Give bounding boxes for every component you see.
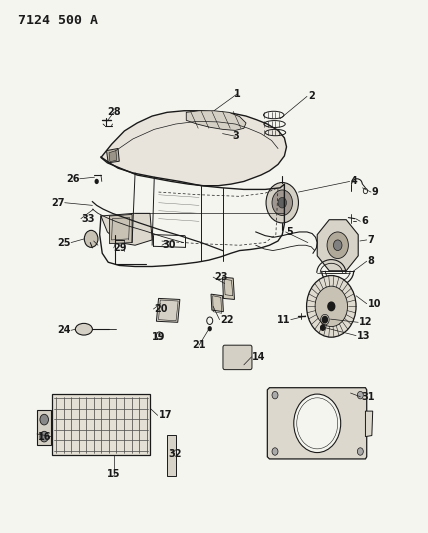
Circle shape bbox=[95, 179, 99, 184]
Text: 5: 5 bbox=[286, 227, 293, 237]
Polygon shape bbox=[317, 220, 358, 271]
Polygon shape bbox=[366, 411, 373, 437]
Text: 1: 1 bbox=[234, 88, 241, 99]
Circle shape bbox=[357, 448, 363, 455]
Text: 19: 19 bbox=[152, 332, 165, 342]
Circle shape bbox=[327, 232, 348, 259]
Text: 6: 6 bbox=[361, 216, 368, 227]
Circle shape bbox=[278, 197, 286, 208]
Text: 25: 25 bbox=[58, 238, 71, 247]
Circle shape bbox=[208, 326, 212, 332]
Text: 28: 28 bbox=[107, 107, 121, 117]
Polygon shape bbox=[107, 149, 119, 163]
Text: 15: 15 bbox=[107, 469, 121, 479]
Circle shape bbox=[294, 394, 341, 453]
Bar bbox=[37, 410, 51, 445]
Circle shape bbox=[272, 190, 292, 215]
Ellipse shape bbox=[75, 324, 92, 335]
Text: 4: 4 bbox=[351, 176, 357, 187]
Text: 27: 27 bbox=[51, 198, 65, 208]
Text: 2: 2 bbox=[308, 91, 315, 101]
Text: 24: 24 bbox=[58, 325, 71, 335]
Polygon shape bbox=[211, 294, 223, 312]
Circle shape bbox=[272, 448, 278, 455]
Polygon shape bbox=[156, 298, 180, 322]
Text: 22: 22 bbox=[220, 314, 234, 325]
Circle shape bbox=[322, 317, 327, 323]
Polygon shape bbox=[223, 277, 235, 300]
Text: 7124 500 A: 7124 500 A bbox=[18, 14, 98, 27]
Circle shape bbox=[357, 391, 363, 399]
Text: 23: 23 bbox=[214, 272, 228, 282]
Circle shape bbox=[328, 302, 335, 311]
Text: 21: 21 bbox=[192, 340, 206, 350]
Bar bbox=[167, 435, 176, 477]
Text: 10: 10 bbox=[368, 298, 381, 309]
Circle shape bbox=[321, 325, 325, 330]
Polygon shape bbox=[101, 111, 286, 185]
Polygon shape bbox=[109, 151, 117, 162]
Text: 16: 16 bbox=[39, 432, 52, 442]
Text: 33: 33 bbox=[82, 214, 95, 224]
Text: 12: 12 bbox=[359, 317, 372, 327]
Text: 17: 17 bbox=[158, 410, 172, 421]
Bar bbox=[52, 394, 150, 455]
Text: 11: 11 bbox=[277, 314, 291, 325]
Text: 30: 30 bbox=[163, 240, 176, 250]
Circle shape bbox=[315, 286, 348, 327]
Circle shape bbox=[333, 240, 342, 251]
FancyBboxPatch shape bbox=[223, 345, 252, 369]
Text: 8: 8 bbox=[368, 256, 374, 266]
Polygon shape bbox=[268, 387, 367, 459]
Polygon shape bbox=[101, 213, 152, 245]
Text: 31: 31 bbox=[361, 392, 374, 402]
Text: 14: 14 bbox=[253, 352, 266, 362]
Circle shape bbox=[40, 414, 48, 425]
Text: 3: 3 bbox=[232, 131, 239, 141]
Text: 7: 7 bbox=[368, 235, 374, 245]
Circle shape bbox=[306, 276, 356, 337]
Polygon shape bbox=[110, 214, 132, 244]
Text: 9: 9 bbox=[372, 187, 379, 197]
Text: 13: 13 bbox=[357, 330, 370, 341]
Polygon shape bbox=[186, 111, 246, 131]
Circle shape bbox=[272, 391, 278, 399]
Text: 29: 29 bbox=[114, 243, 127, 253]
Text: 26: 26 bbox=[66, 174, 80, 184]
Circle shape bbox=[84, 230, 98, 247]
Circle shape bbox=[40, 431, 48, 442]
Circle shape bbox=[266, 182, 298, 223]
Text: 20: 20 bbox=[154, 304, 168, 314]
Text: 32: 32 bbox=[168, 449, 181, 458]
